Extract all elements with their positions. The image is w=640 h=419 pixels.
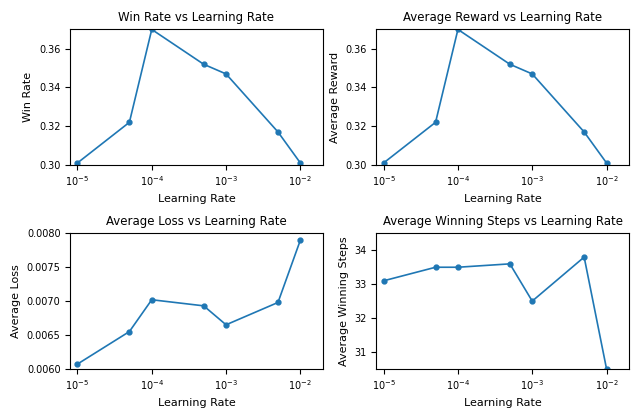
Y-axis label: Average Winning Steps: Average Winning Steps <box>339 236 349 366</box>
Title: Average Winning Steps vs Learning Rate: Average Winning Steps vs Learning Rate <box>383 215 623 228</box>
Y-axis label: Average Reward: Average Reward <box>330 52 340 143</box>
X-axis label: Learning Rate: Learning Rate <box>157 398 236 408</box>
X-axis label: Learning Rate: Learning Rate <box>157 194 236 204</box>
Y-axis label: Win Rate: Win Rate <box>24 72 33 122</box>
X-axis label: Learning Rate: Learning Rate <box>464 398 541 408</box>
Y-axis label: Average Loss: Average Loss <box>11 264 21 338</box>
Title: Average Reward vs Learning Rate: Average Reward vs Learning Rate <box>403 11 602 24</box>
Title: Win Rate vs Learning Rate: Win Rate vs Learning Rate <box>118 11 275 24</box>
X-axis label: Learning Rate: Learning Rate <box>464 194 541 204</box>
Title: Average Loss vs Learning Rate: Average Loss vs Learning Rate <box>106 215 287 228</box>
